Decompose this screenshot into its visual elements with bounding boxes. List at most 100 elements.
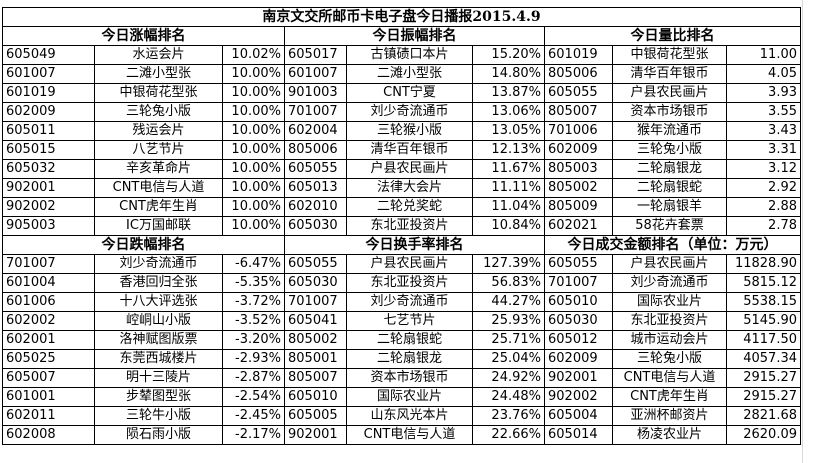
name-cell[interactable]: IC万国邮联	[94, 216, 223, 236]
value-cell[interactable]: 3.12	[726, 159, 801, 179]
code-cell[interactable]: 902001	[2, 178, 95, 198]
name-cell[interactable]: 水运会片	[94, 45, 223, 65]
code-cell[interactable]: 902002	[544, 387, 613, 407]
code-cell[interactable]: 602010	[284, 197, 347, 217]
code-cell[interactable]: 602009	[544, 140, 613, 160]
name-cell[interactable]: CNT宁夏	[346, 83, 473, 103]
name-cell[interactable]: CNT电信与人道	[612, 368, 727, 388]
code-cell[interactable]: 605055	[284, 254, 347, 274]
value-cell[interactable]: -3.52%	[222, 311, 285, 331]
code-cell[interactable]: 805001	[284, 349, 347, 369]
value-cell[interactable]: 4117.50	[726, 330, 801, 350]
name-cell[interactable]: 二轮扇银龙	[346, 349, 473, 369]
section-header[interactable]: 今日换手率排名	[284, 235, 545, 255]
value-cell[interactable]: 10.00%	[222, 83, 285, 103]
value-cell[interactable]: -3.72%	[222, 292, 285, 312]
value-cell[interactable]: 2915.27	[726, 368, 801, 388]
name-cell[interactable]: 58花卉套票	[612, 216, 727, 236]
code-cell[interactable]: 605014	[544, 425, 613, 445]
value-cell[interactable]: 12.13%	[472, 140, 545, 160]
name-cell[interactable]: 刘少奇流通币	[94, 254, 223, 274]
value-cell[interactable]: 10.00%	[222, 216, 285, 236]
value-cell[interactable]: 10.00%	[222, 102, 285, 122]
section-header[interactable]: 今日量比排名	[544, 26, 801, 46]
value-cell[interactable]: 2.92	[726, 178, 801, 198]
code-cell[interactable]: 805006	[544, 64, 613, 84]
name-cell[interactable]: 三轮猴小版	[346, 121, 473, 141]
value-cell[interactable]: 25.04%	[472, 349, 545, 369]
code-cell[interactable]: 601001	[2, 387, 95, 407]
code-cell[interactable]: 602008	[2, 425, 95, 445]
value-cell[interactable]: 2.78	[726, 216, 801, 236]
name-cell[interactable]: CNT虎年生肖	[612, 387, 727, 407]
name-cell[interactable]: 二轮兑奖蛇	[346, 197, 473, 217]
value-cell[interactable]: 11.00	[726, 45, 801, 65]
name-cell[interactable]: CNT电信与人道	[346, 425, 473, 445]
value-cell[interactable]: 127.39%	[472, 254, 545, 274]
value-cell[interactable]: 11.11%	[472, 178, 545, 198]
value-cell[interactable]: -6.47%	[222, 254, 285, 274]
name-cell[interactable]: 香港回归全张	[94, 273, 223, 293]
name-cell[interactable]: 崆峒山小版	[94, 311, 223, 331]
value-cell[interactable]: -2.54%	[222, 387, 285, 407]
value-cell[interactable]: 10.00%	[222, 64, 285, 84]
code-cell[interactable]: 605030	[544, 311, 613, 331]
value-cell[interactable]: -2.93%	[222, 349, 285, 369]
name-cell[interactable]: 洛神赋图版票	[94, 330, 223, 350]
name-cell[interactable]: 户县农民画片	[346, 254, 473, 274]
code-cell[interactable]: 602001	[2, 330, 95, 350]
value-cell[interactable]: -3.20%	[222, 330, 285, 350]
name-cell[interactable]: 资本市场银币	[612, 102, 727, 122]
name-cell[interactable]: 东北亚投资片	[346, 216, 473, 236]
code-cell[interactable]: 605030	[284, 273, 347, 293]
name-cell[interactable]: 国际农业片	[346, 387, 473, 407]
value-cell[interactable]: 3.43	[726, 121, 801, 141]
name-cell[interactable]: 户县农民画片	[346, 159, 473, 179]
value-cell[interactable]: 56.83%	[472, 273, 545, 293]
section-header[interactable]: 今日成交金额排名（单位：万元）	[544, 235, 801, 255]
value-cell[interactable]: 13.06%	[472, 102, 545, 122]
code-cell[interactable]: 605017	[284, 45, 347, 65]
name-cell[interactable]: 残运会片	[94, 121, 223, 141]
name-cell[interactable]: 三轮牛小版	[94, 406, 223, 426]
value-cell[interactable]: 24.48%	[472, 387, 545, 407]
name-cell[interactable]: 三轮兔小版	[612, 349, 727, 369]
value-cell[interactable]: 24.92%	[472, 368, 545, 388]
code-cell[interactable]: 902002	[2, 197, 95, 217]
code-cell[interactable]: 805007	[544, 102, 613, 122]
name-cell[interactable]: 亚洲杯邮资片	[612, 406, 727, 426]
name-cell[interactable]: 中银荷花型张	[612, 45, 727, 65]
section-header[interactable]: 今日振幅排名	[284, 26, 545, 46]
code-cell[interactable]: 901003	[284, 83, 347, 103]
value-cell[interactable]: 10.02%	[222, 45, 285, 65]
value-cell[interactable]: 13.05%	[472, 121, 545, 141]
name-cell[interactable]: 清华百年银币	[612, 64, 727, 84]
code-cell[interactable]: 805002	[544, 178, 613, 198]
code-cell[interactable]: 605012	[544, 330, 613, 350]
section-header[interactable]: 今日涨幅排名	[2, 26, 285, 46]
code-cell[interactable]: 605004	[544, 406, 613, 426]
code-cell[interactable]: 905003	[2, 216, 95, 236]
code-cell[interactable]: 601019	[544, 45, 613, 65]
code-cell[interactable]: 605010	[284, 387, 347, 407]
code-cell[interactable]: 602004	[284, 121, 347, 141]
name-cell[interactable]: 刘少奇流通币	[612, 273, 727, 293]
code-cell[interactable]: 605015	[2, 140, 95, 160]
code-cell[interactable]: 805006	[284, 140, 347, 160]
code-cell[interactable]: 602009	[544, 349, 613, 369]
name-cell[interactable]: 东北亚投资片	[346, 273, 473, 293]
name-cell[interactable]: 步辇图型张	[94, 387, 223, 407]
code-cell[interactable]: 605007	[2, 368, 95, 388]
value-cell[interactable]: 2.88	[726, 197, 801, 217]
code-cell[interactable]: 602011	[2, 406, 95, 426]
name-cell[interactable]: 户县农民画片	[612, 254, 727, 274]
value-cell[interactable]: 5145.90	[726, 311, 801, 331]
name-cell[interactable]: 三轮兔小版	[612, 140, 727, 160]
code-cell[interactable]: 605010	[544, 292, 613, 312]
name-cell[interactable]: 陨石雨小版	[94, 425, 223, 445]
code-cell[interactable]: 605049	[2, 45, 95, 65]
value-cell[interactable]: 15.20%	[472, 45, 545, 65]
code-cell[interactable]: 605055	[284, 159, 347, 179]
code-cell[interactable]: 602009	[2, 102, 95, 122]
code-cell[interactable]: 902001	[544, 368, 613, 388]
